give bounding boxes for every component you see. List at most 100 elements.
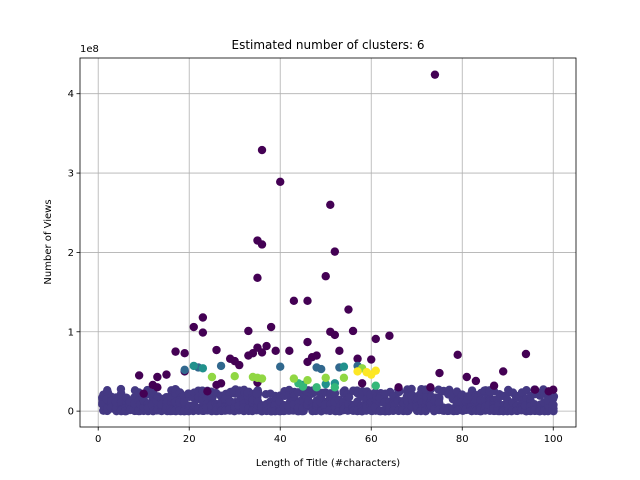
scatter-point [348, 326, 358, 336]
scatter-point [303, 337, 312, 347]
scatter-point [330, 383, 340, 392]
scatter-point [453, 350, 462, 359]
plot-frame [79, 57, 577, 428]
scatter-point [522, 385, 531, 395]
scatter-point [134, 371, 144, 380]
scatter-point [207, 372, 217, 382]
scatter-point [276, 177, 285, 186]
scatter-point [344, 305, 353, 314]
scatter-point [471, 376, 481, 386]
scatter-point [371, 381, 380, 390]
background-cluster-points [97, 384, 559, 416]
scatter-point [321, 272, 330, 281]
scatter-point [426, 383, 435, 392]
y-tick-label: 2 [68, 248, 74, 259]
scatter-point [548, 401, 557, 410]
scatter-point [394, 383, 403, 392]
scatter-point [198, 313, 208, 322]
scatter-point [357, 379, 367, 388]
scatter-point [330, 247, 340, 256]
scatter-point [435, 368, 444, 378]
scatter-point [498, 367, 508, 376]
scatter-point [198, 364, 208, 373]
scatter-point [212, 345, 221, 355]
scatter-point [253, 343, 262, 352]
scatter-point [330, 330, 340, 340]
scatter-point [257, 240, 267, 249]
scatter-point [271, 346, 280, 356]
y-axis-label: Number of Views [43, 199, 54, 284]
scatter-point [266, 322, 276, 332]
scatter-point [549, 385, 558, 394]
scatter-point [153, 372, 162, 382]
scatter-point [253, 273, 262, 283]
scatter-point [371, 334, 380, 344]
x-axis-ticks: 0 20 40 60 80 100 [95, 427, 563, 445]
y-offset-label: 1e8 [80, 44, 99, 55]
scatter-point [103, 386, 112, 395]
chart-title: Estimated number of clusters: 6 [231, 38, 424, 52]
scatter-point [139, 389, 148, 398]
scatter-point [430, 70, 440, 79]
x-tick-label: 100 [544, 434, 563, 445]
scatter-point [180, 365, 189, 375]
y-tick-label: 0 [68, 407, 74, 418]
scatter-point [189, 322, 198, 332]
scatter-point [344, 392, 354, 402]
scatter-point [321, 373, 330, 382]
scatter-point [189, 361, 198, 371]
y-tick-label: 3 [68, 169, 74, 180]
scatter-point [367, 355, 376, 364]
scatter-point [303, 357, 312, 367]
scatter-point [312, 351, 321, 360]
scatter-point [289, 374, 299, 383]
scatter-point [171, 347, 180, 356]
scatter-point [367, 370, 376, 379]
scatter-point [407, 384, 416, 394]
scatter-point [489, 381, 499, 390]
scatter-point [276, 362, 285, 371]
scatter-point [339, 373, 349, 382]
scatter-point [521, 349, 531, 359]
scatter-point [289, 296, 299, 306]
scatter-point [312, 383, 321, 392]
scatter-point [216, 379, 226, 388]
y-tick-label: 1 [68, 327, 74, 338]
scatter-point [216, 361, 226, 371]
x-tick-label: 80 [456, 434, 469, 445]
scatter-point [203, 387, 212, 396]
scatter-point [230, 372, 239, 381]
scatter-point [321, 379, 330, 389]
scatter-point [530, 385, 540, 394]
scatter-point [335, 346, 344, 356]
x-tick-label: 20 [183, 434, 196, 445]
scatter-point [116, 384, 126, 394]
scatter-point [257, 374, 267, 383]
scatter-point [244, 326, 253, 336]
scatter-point [153, 383, 162, 392]
scatter-point [262, 341, 271, 351]
scatter-point [257, 145, 267, 155]
scatter-point [303, 375, 312, 385]
scatter-point [235, 360, 244, 370]
scatter-point [353, 354, 362, 363]
scatter-point [316, 364, 326, 374]
x-tick-label: 40 [274, 434, 287, 445]
scatter-point [462, 372, 471, 382]
x-axis-label: Length of Title (#characters) [256, 458, 400, 469]
scatter-point [548, 394, 558, 404]
y-tick-label: 4 [68, 89, 74, 100]
scatter-point [385, 331, 394, 340]
scatter-point [353, 367, 362, 376]
scatter-point [244, 351, 253, 360]
cluster-points [134, 70, 558, 398]
y-axis-ticks: 0 1 2 3 4 [68, 89, 80, 418]
x-tick-label: 60 [365, 434, 378, 445]
scatter-point [180, 349, 189, 358]
scatter-point [285, 346, 294, 356]
scatter-point [198, 328, 208, 337]
scatter-point [303, 296, 312, 306]
scatter-point [326, 200, 335, 210]
scatter-point [330, 389, 340, 398]
